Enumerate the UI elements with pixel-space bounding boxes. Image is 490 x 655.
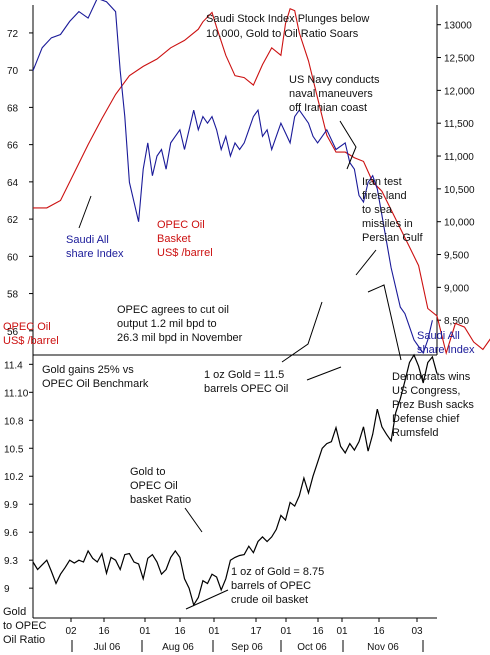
x-tick-label: 03 — [411, 626, 423, 637]
right-tick-label: 12,000 — [444, 86, 475, 97]
right-tick-label: 10,000 — [444, 218, 475, 229]
opec-cut-note-3: 26.3 mil bpd in November — [117, 332, 243, 344]
ratio-tick-label: 9.3 — [4, 556, 18, 567]
oz-8-75-pointer — [185, 589, 229, 610]
x-tick-label: 16 — [312, 626, 324, 637]
gold-panel-title-1: Gold gains 25% vs — [42, 364, 134, 376]
navy-pointer — [339, 120, 357, 170]
left-tick-label: 60 — [7, 252, 19, 263]
navy-note-3: off Iranian coast — [289, 102, 367, 114]
saudi-label-right-1: Saudi All — [417, 330, 460, 342]
right-tick-label: 8,500 — [444, 316, 469, 327]
oz-8-75-note-3: crude oil basket — [231, 594, 308, 606]
saudi-label-right-2: share Index — [417, 344, 475, 356]
iran-note-1: Iran test — [362, 176, 402, 188]
ratio-note-2: OPEC Oil — [130, 480, 178, 492]
navy-note-1: US Navy conducts — [289, 74, 380, 86]
opec-label-mid-1: OPEC Oil — [157, 219, 205, 231]
right-tick-label: 9,500 — [444, 251, 469, 262]
ratio-axis-label-3: Oil Ratio — [3, 634, 45, 646]
ratio-tick-label: 10.5 — [4, 444, 24, 455]
right-tick-label: 11,000 — [444, 152, 474, 163]
chart-title-line2: 10,000, Gold to Oil Ratio Soars — [206, 28, 359, 40]
saudi-label-left-2: share Index — [66, 248, 124, 260]
opec-cut-note-2: output 1.2 mil bpd to — [117, 318, 217, 330]
opec-oil-basket-line — [33, 7, 490, 356]
right-tick-label: 13000 — [444, 21, 472, 32]
ratio-note-3: basket Ratio — [130, 494, 191, 506]
democrats-note-5: Rumsfeld — [392, 427, 438, 439]
saudi-pointer — [78, 195, 92, 229]
left-tick-label: 62 — [7, 215, 19, 226]
ratio-tick-label: 11.10 — [4, 388, 29, 399]
iran-note-5: Persian Gulf — [362, 232, 423, 244]
navy-note-2: naval maneuvers — [289, 88, 373, 100]
x-tick-label: 02 — [65, 626, 77, 637]
oz-8-75-note-1: 1 oz of Gold = 8.75 — [231, 566, 324, 578]
oz-11-5-pointer — [306, 366, 342, 381]
ratio-axis-label-1: Gold — [3, 606, 26, 618]
right-tick-label: 12,500 — [444, 54, 475, 65]
democrats-pointer — [367, 284, 402, 361]
x-month-label: Aug 06 — [162, 642, 194, 653]
x-tick-label: 01 — [139, 626, 151, 637]
ratio-tick-label: 10.2 — [4, 472, 24, 483]
oz-11-5-note-1: 1 oz Gold = 11.5 — [204, 369, 284, 381]
x-tick-label: 01 — [208, 626, 220, 637]
iran-pointer — [355, 249, 377, 276]
x-tick-label: 01 — [280, 626, 292, 637]
opec-cut-note-1: OPEC agrees to cut oil — [117, 304, 229, 316]
opec-label-mid-2: Basket — [157, 233, 191, 245]
democrats-note-4: Defense chief — [392, 413, 460, 425]
democrats-note-1: Democrats wins — [392, 371, 471, 383]
x-month-label: Oct 06 — [297, 642, 327, 653]
gold-oil-ratio-line — [32, 353, 438, 607]
chart-title-line1: Saudi Stock Index Plunges below — [206, 13, 369, 25]
iran-note-2: fires land — [362, 190, 407, 202]
left-tick-label: 58 — [7, 290, 19, 301]
right-tick-label: 9,000 — [444, 283, 469, 294]
ratio-tick-label: 9.6 — [4, 528, 18, 539]
left-tick-label: 72 — [7, 29, 19, 40]
opec-cut-pointer — [281, 301, 323, 363]
ratio-note-1: Gold to — [130, 466, 165, 478]
x-tick-label: 16 — [98, 626, 110, 637]
right-tick-label: 11,500 — [444, 119, 474, 130]
x-tick-label: 17 — [250, 626, 262, 637]
left-tick-label: 56 — [7, 327, 19, 338]
right-tick-label: 10,500 — [444, 185, 475, 196]
opec-label-mid-3: US$ /barrel — [157, 247, 213, 259]
ratio-tick-label: 11.4 — [4, 360, 23, 371]
x-tick-label: 16 — [373, 626, 385, 637]
opec-label-left-1: OPEC Oil — [3, 321, 51, 333]
left-tick-label: 66 — [7, 141, 19, 152]
ratio-tick-label: 10.8 — [4, 416, 24, 427]
oz-11-5-note-2: barrels OPEC Oil — [204, 383, 288, 395]
x-month-label: Sep 06 — [231, 642, 263, 653]
saudi-index-line — [32, 0, 433, 355]
ratio-pointer — [184, 507, 203, 533]
x-tick-label: 16 — [174, 626, 186, 637]
democrats-note-2: US Congress, — [392, 385, 460, 397]
left-tick-label: 70 — [7, 66, 19, 77]
left-tick-label: 64 — [7, 178, 19, 189]
iran-note-4: missiles in — [362, 218, 413, 230]
left-tick-label: 68 — [7, 103, 19, 114]
x-tick-label: 01 — [336, 626, 348, 637]
ratio-tick-label: 9.9 — [4, 500, 18, 511]
x-month-label: Jul 06 — [94, 642, 121, 653]
iran-note-3: to sea — [362, 204, 393, 216]
ratio-axis-label-2: to OPEC — [3, 620, 46, 632]
gold-panel-title-2: OPEC Oil Benchmark — [42, 378, 149, 390]
saudi-label-left-1: Saudi All — [66, 234, 109, 246]
x-month-label: Nov 06 — [367, 642, 399, 653]
democrats-note-3: Prez Bush sacks — [392, 399, 474, 411]
opec-label-left-2: US$ /barrel — [3, 335, 59, 347]
oz-8-75-note-2: barrels of OPEC — [231, 580, 311, 592]
ratio-tick-label: 9 — [4, 584, 10, 595]
